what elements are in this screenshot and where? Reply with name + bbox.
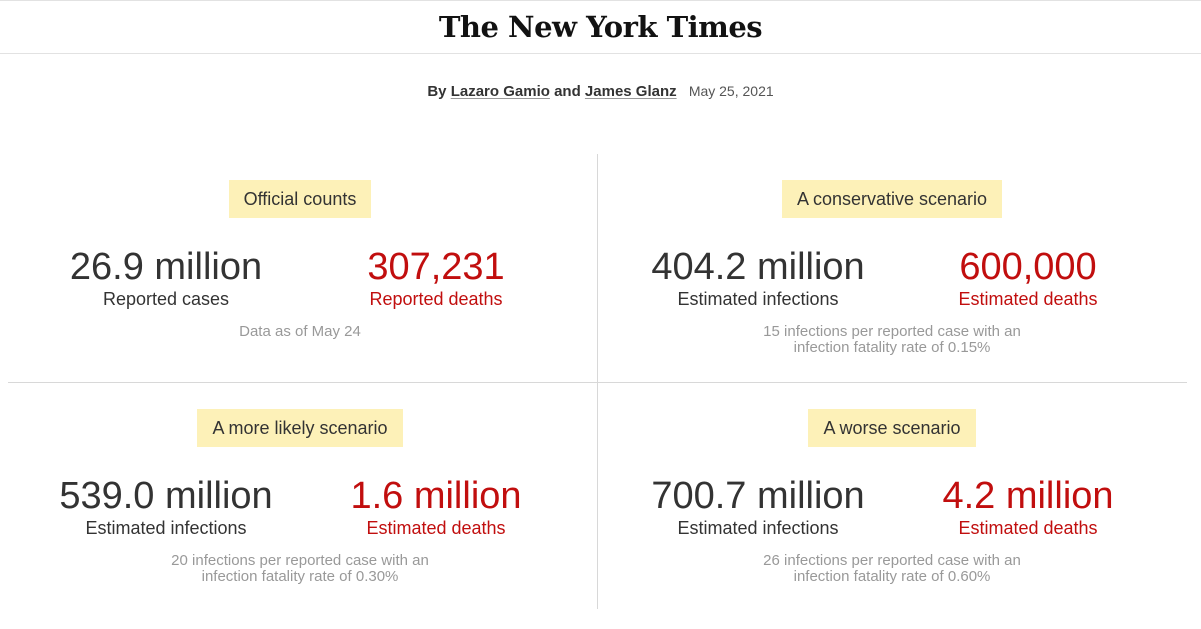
stat-caption: Estimated infections — [677, 518, 839, 538]
byline-and: and — [554, 83, 581, 100]
scenario-label: A conservative scenario — [781, 180, 1003, 218]
panel-note: 15 infections per reported case with an … — [602, 324, 1182, 356]
author-link-2[interactable]: James Glanz — [584, 83, 677, 100]
note-line-2: infection fatality rate of 0.30% — [201, 568, 399, 585]
stat-caption: Estimated infections — [677, 289, 839, 309]
stat-value: 307,231 — [367, 246, 505, 288]
stat-value: 1.6 million — [350, 475, 522, 517]
note-line-2: infection fatality rate of 0.60% — [793, 568, 991, 585]
stat-deaths: 600,000 Estimated deaths — [908, 246, 1148, 310]
stat-caption: Estimated deaths — [366, 518, 506, 538]
stat-value: 4.2 million — [942, 475, 1114, 517]
stat-value: 26.9 million — [69, 246, 263, 288]
panel-conservative-scenario: A conservative scenario 404.2 million Es… — [602, 180, 1182, 400]
stat-deaths: 307,231 Reported deaths — [316, 246, 556, 310]
byline-by: By — [427, 83, 447, 100]
panel-note: 26 infections per reported case with an … — [602, 553, 1182, 585]
scenario-label: A worse scenario — [808, 409, 976, 447]
note-line-1: 15 infections per reported case with an — [763, 323, 1021, 340]
scenario-label: A more likely scenario — [197, 409, 403, 447]
panel-worse-scenario: A worse scenario 700.7 million Estimated… — [602, 409, 1182, 629]
note-line-1: Data as of May 24 — [239, 323, 361, 340]
masthead: The New York Times — [0, 0, 1201, 54]
stat-infections: 539.0 million Estimated infections — [36, 475, 296, 539]
panel-note: 20 infections per reported case with an … — [10, 553, 590, 585]
vertical-divider — [597, 154, 598, 609]
stat-deaths: 4.2 million Estimated deaths — [908, 475, 1148, 539]
stat-value: 404.2 million — [651, 246, 865, 288]
stat-caption: Estimated infections — [85, 518, 247, 538]
stat-infections: 700.7 million Estimated infections — [628, 475, 888, 539]
stat-caption: Estimated deaths — [958, 518, 1098, 538]
nyt-logo[interactable]: The New York Times — [438, 10, 763, 44]
stat-caption: Estimated deaths — [958, 289, 1098, 309]
stat-deaths: 1.6 million Estimated deaths — [316, 475, 556, 539]
publish-date: May 25, 2021 — [688, 83, 774, 99]
scenario-label: Official counts — [228, 180, 372, 218]
stat-value: 600,000 — [959, 246, 1097, 288]
panel-official-counts: Official counts 26.9 million Reported ca… — [10, 180, 590, 400]
note-line-1: 26 infections per reported case with an — [763, 552, 1021, 569]
stat-value: 539.0 million — [59, 475, 273, 517]
stat-caption: Reported cases — [102, 289, 230, 309]
panel-more-likely-scenario: A more likely scenario 539.0 million Est… — [10, 409, 590, 629]
stat-value: 700.7 million — [651, 475, 865, 517]
horizontal-divider — [8, 382, 1187, 383]
stat-caption: Reported deaths — [369, 289, 503, 309]
panel-note: Data as of May 24 — [10, 324, 590, 340]
stat-cases: 26.9 million Reported cases — [46, 246, 286, 310]
note-line-2: infection fatality rate of 0.15% — [793, 339, 991, 356]
byline: By Lazaro Gamio and James Glanz May 25, … — [0, 83, 1201, 100]
stat-infections: 404.2 million Estimated infections — [628, 246, 888, 310]
note-line-1: 20 infections per reported case with an — [171, 552, 429, 569]
author-link-1[interactable]: Lazaro Gamio — [450, 83, 550, 100]
